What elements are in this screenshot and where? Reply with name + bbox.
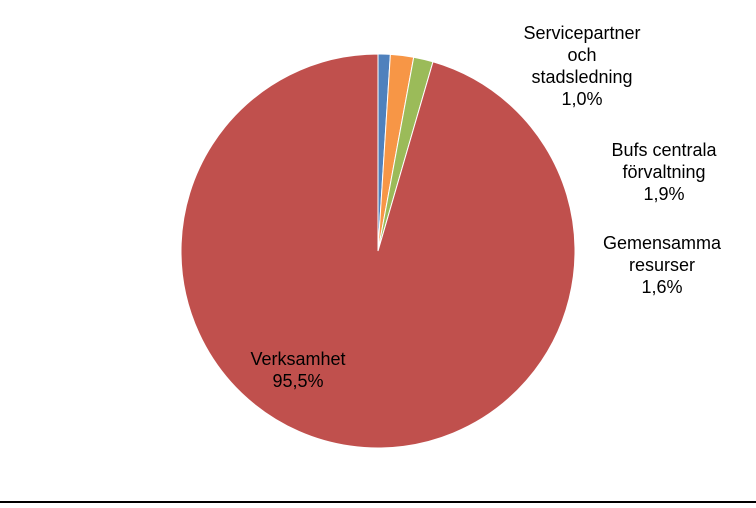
bottom-border: [0, 501, 756, 503]
slice-label-1: Bufs centrala förvaltning 1,9%: [611, 140, 717, 204]
slice-label-line: stadsledning: [531, 67, 632, 87]
slice-label-3: Verksamhet 95,5%: [250, 349, 345, 391]
slice-label-line: resurser: [629, 255, 695, 275]
slice-label-line: förvaltning: [622, 162, 705, 182]
slice-label-line: Verksamhet: [250, 349, 345, 369]
slice-label-0: Servicepartner och stadsledning 1,0%: [523, 23, 640, 109]
pie-slice-3: [180, 53, 576, 449]
slice-label-line: Gemensamma: [603, 233, 722, 253]
slice-label-2: Gemensamma resurser 1,6%: [603, 233, 722, 297]
slice-percent-label: 1,0%: [561, 89, 602, 109]
slice-percent-label: 1,9%: [643, 184, 684, 204]
slice-label-line: och: [567, 45, 596, 65]
slice-label-line: Bufs centrala: [611, 140, 717, 160]
slice-label-line: Servicepartner: [523, 23, 640, 43]
slice-percent-label: 95,5%: [272, 371, 323, 391]
slice-percent-label: 1,6%: [641, 277, 682, 297]
pie-labels: Servicepartner och stadsledning 1,0% Bufs ce…: [250, 23, 722, 391]
pie-slices: [180, 53, 576, 449]
